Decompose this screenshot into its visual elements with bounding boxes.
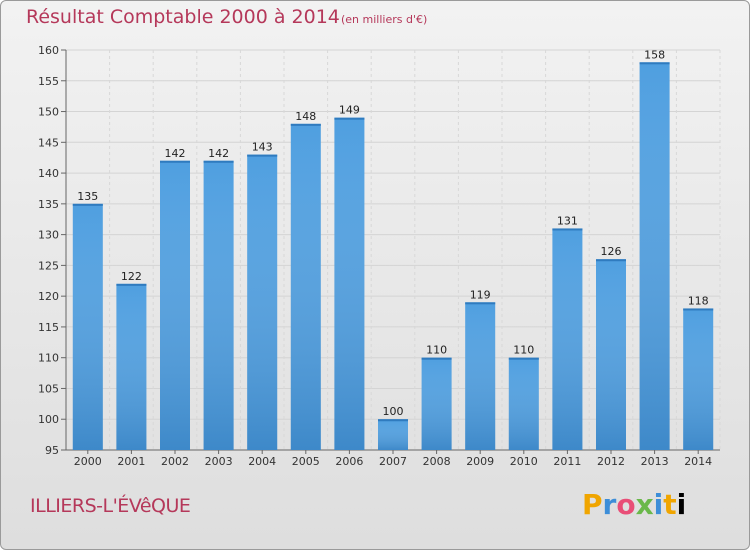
bar-2009 xyxy=(465,302,496,450)
value-label: 142 xyxy=(208,147,229,160)
bar-top-edge xyxy=(421,357,452,360)
bar-top-edge xyxy=(465,302,496,305)
bar-shade xyxy=(160,160,190,450)
y-tick-label: 110 xyxy=(38,352,59,365)
bar-2004 xyxy=(247,154,278,450)
chart-title: Résultat Comptable 2000 à 2014 xyxy=(26,6,340,28)
bar-2005 xyxy=(290,123,321,450)
bar-2012 xyxy=(596,259,626,450)
x-tick-label: 2008 xyxy=(423,455,451,468)
y-tick-label: 140 xyxy=(38,167,59,180)
bar-shade xyxy=(552,228,583,450)
y-tick-label: 135 xyxy=(38,198,59,211)
x-tick-label: 2000 xyxy=(74,455,102,468)
bar-top-edge xyxy=(72,203,103,206)
bar-shade xyxy=(334,117,365,450)
bar-top-edge xyxy=(247,154,278,157)
bar-top-edge xyxy=(378,419,408,422)
bar-top-edge xyxy=(552,228,583,231)
bar-2011 xyxy=(552,228,583,450)
value-label: 110 xyxy=(426,344,447,357)
x-tick-label: 2012 xyxy=(597,455,625,468)
bar-2001 xyxy=(116,283,147,450)
bar-top-edge xyxy=(596,259,626,262)
x-tick-label: 2001 xyxy=(117,455,145,468)
y-tick-label: 100 xyxy=(38,413,59,426)
y-tick-label: 150 xyxy=(38,106,59,119)
x-tick-label: 2007 xyxy=(379,455,407,468)
bar-shade xyxy=(421,357,452,450)
chart-subtitle: (en milliers d'€) xyxy=(341,13,428,26)
y-tick-label: 145 xyxy=(38,136,59,149)
value-label: 143 xyxy=(252,141,273,154)
bar-shade xyxy=(72,203,103,450)
y-tick-label: 95 xyxy=(45,444,59,457)
x-tick-label: 2005 xyxy=(292,455,320,468)
proxiti-logo: Proxiti xyxy=(582,488,687,521)
bar-top-edge xyxy=(683,308,714,311)
bar-shade xyxy=(290,123,321,450)
value-label: 135 xyxy=(77,190,98,203)
bars xyxy=(72,62,714,451)
bar-shade xyxy=(683,308,714,450)
bar-2013 xyxy=(639,62,670,451)
town-name: ILLIERS-L'ÉVêQUE xyxy=(30,495,191,517)
x-tick-label: 2010 xyxy=(510,455,538,468)
bar-shade xyxy=(378,419,408,450)
bar-2014 xyxy=(683,308,714,450)
bar-top-edge xyxy=(116,283,147,286)
value-label: 122 xyxy=(121,270,142,283)
value-label: 119 xyxy=(470,288,491,301)
bar-top-edge xyxy=(203,160,234,163)
bar-shade xyxy=(247,154,278,450)
y-tick-label: 115 xyxy=(38,321,59,334)
bar-2006 xyxy=(334,117,365,450)
y-tick-label: 160 xyxy=(38,44,59,57)
y-tick-label: 120 xyxy=(38,290,59,303)
bar-shade xyxy=(116,283,147,450)
x-tick-label: 2003 xyxy=(205,455,233,468)
x-tick-label: 2004 xyxy=(248,455,276,468)
bar-shade xyxy=(639,62,670,451)
bar-shade xyxy=(596,259,626,450)
y-tick-label: 125 xyxy=(38,259,59,272)
bar-2008 xyxy=(421,357,452,450)
y-tick-label: 105 xyxy=(38,382,59,395)
bar-top-edge xyxy=(160,160,190,163)
x-tick-label: 2009 xyxy=(466,455,494,468)
bar-top-edge xyxy=(334,117,365,120)
value-label: 148 xyxy=(295,110,316,123)
value-label: 126 xyxy=(601,245,622,258)
y-tick-label: 130 xyxy=(38,229,59,242)
bar-top-edge xyxy=(508,357,539,360)
value-label: 110 xyxy=(513,344,534,357)
x-tick-label: 2014 xyxy=(684,455,712,468)
bar-shade xyxy=(508,357,539,450)
value-label: 142 xyxy=(165,147,186,160)
bar-2002 xyxy=(160,160,190,450)
value-label: 131 xyxy=(557,214,578,227)
bar-shade xyxy=(203,160,234,450)
value-label: 158 xyxy=(644,48,665,61)
x-tick-label: 2011 xyxy=(553,455,581,468)
bar-shade xyxy=(465,302,496,450)
bar-top-edge xyxy=(290,123,321,126)
labels: 95 100 105 110 115 120 125 130 135 140 145 150 155 16… xyxy=(38,44,712,468)
bar-2003 xyxy=(203,160,234,450)
bar-2010 xyxy=(508,357,539,450)
x-tick-label: 2013 xyxy=(641,455,669,468)
bar-top-edge xyxy=(639,62,670,65)
value-label: 149 xyxy=(339,104,360,117)
bar-2000 xyxy=(72,203,103,450)
value-label: 100 xyxy=(383,405,404,418)
value-label: 118 xyxy=(688,294,709,307)
x-tick-label: 2006 xyxy=(335,455,363,468)
x-tick-label: 2002 xyxy=(161,455,189,468)
bar-2007 xyxy=(378,419,408,450)
y-tick-label: 155 xyxy=(38,75,59,88)
